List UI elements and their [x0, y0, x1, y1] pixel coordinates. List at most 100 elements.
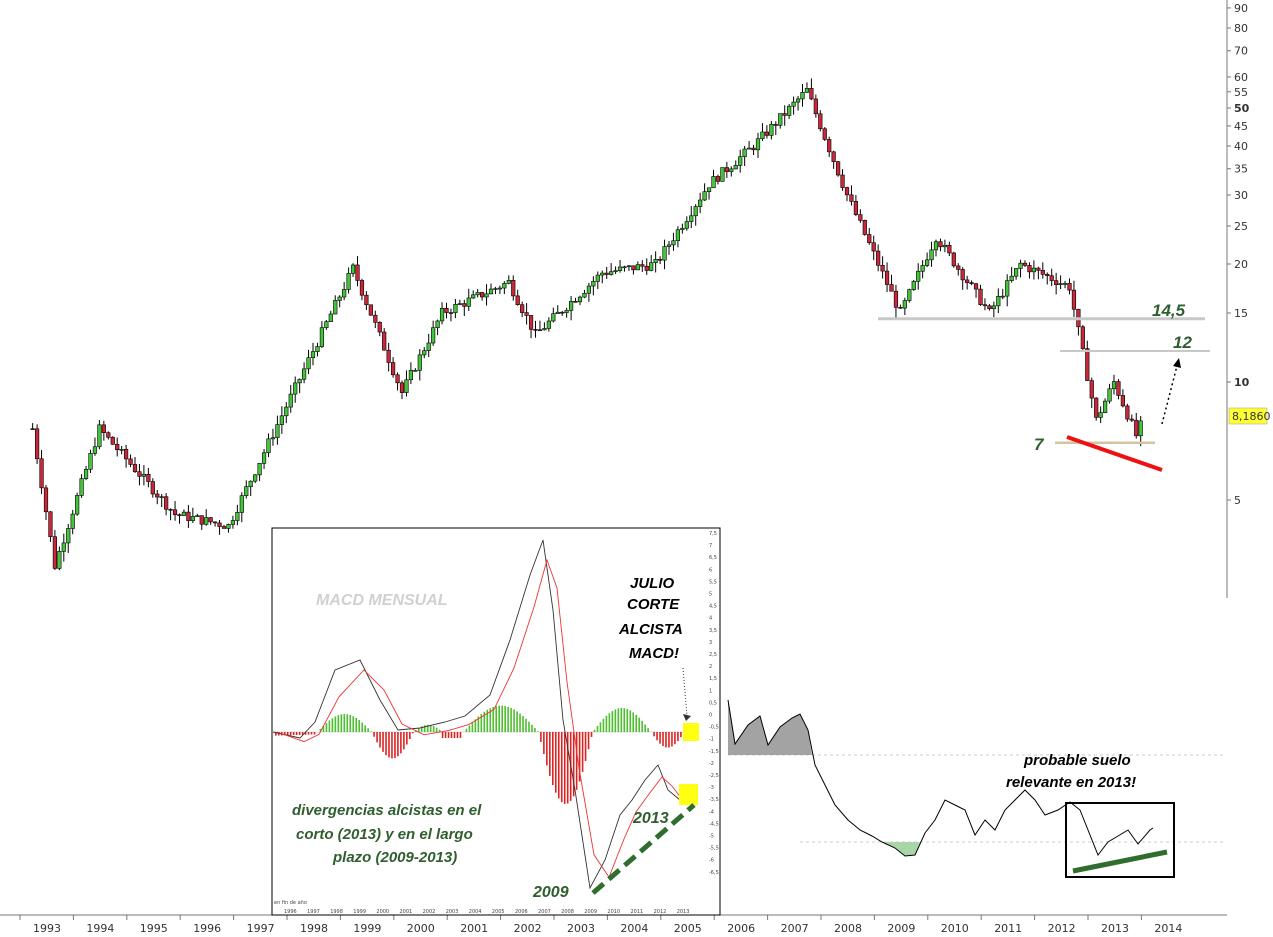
- macd-bar-negative: [275, 732, 277, 736]
- x-tick-label: 2002: [514, 922, 542, 935]
- x-tick-label: 2012: [1048, 922, 1076, 935]
- candle-down: [1071, 289, 1077, 310]
- candle-down: [155, 493, 160, 498]
- candle-down: [377, 322, 382, 333]
- candle-down: [213, 521, 218, 524]
- candle-down: [573, 301, 578, 303]
- candle-up: [595, 274, 600, 282]
- macd-y-tick: 1: [709, 688, 712, 694]
- candle-up: [306, 357, 311, 370]
- macd-bar-negative: [453, 732, 456, 738]
- candle-up: [755, 138, 761, 151]
- candle-up: [230, 520, 236, 525]
- candle-up: [435, 320, 440, 329]
- candle-up: [546, 320, 551, 329]
- candle-down: [853, 201, 858, 215]
- y-tick-label: 60: [1234, 71, 1248, 84]
- macd-bar-negative: [441, 732, 444, 738]
- macd-y-tick: -3,5: [709, 797, 719, 803]
- candle-up: [471, 294, 476, 299]
- candle-down: [52, 536, 57, 569]
- x-tick-label: 2001: [460, 922, 488, 935]
- candle-down: [137, 471, 142, 477]
- candle-down: [444, 308, 449, 313]
- candle-up: [804, 88, 810, 93]
- macd-inset-title: MACD MENSUAL: [316, 592, 448, 609]
- x-tick-label: 1995: [140, 922, 168, 935]
- candle-up: [551, 313, 556, 322]
- candle-up: [653, 259, 658, 263]
- candle-down: [115, 444, 120, 451]
- macd-bar-positive: [340, 714, 343, 732]
- macd-bar-negative: [665, 732, 667, 748]
- macd-y-tick: 6,5: [709, 555, 717, 561]
- candle-down: [969, 282, 974, 285]
- macd-bar-positive: [531, 724, 533, 732]
- macd-bar-positive: [361, 722, 363, 732]
- y-tick-label: 40: [1234, 140, 1248, 153]
- candle-up: [689, 215, 694, 222]
- macd-bar-negative: [298, 732, 301, 735]
- macd-bar-positive: [429, 725, 432, 732]
- macd-bar-negative: [277, 732, 280, 736]
- macd-y-tick: 3,5: [709, 628, 717, 634]
- candle-down: [1125, 405, 1130, 420]
- candle-down: [217, 522, 222, 527]
- candle-up: [244, 486, 249, 496]
- macd-bar-negative: [412, 732, 414, 734]
- x-tick-label: 1993: [33, 922, 61, 935]
- macd-bar-negative: [450, 732, 453, 738]
- macd-bar-positive: [420, 726, 423, 732]
- macd-bar-positive: [537, 731, 539, 732]
- candle-down: [631, 265, 636, 271]
- y-tick-label: 70: [1234, 45, 1248, 58]
- macd-y-tick: 1,5: [709, 676, 717, 682]
- candle-up: [613, 270, 618, 272]
- macd-bar-negative: [301, 732, 304, 735]
- candle-down: [1080, 326, 1085, 349]
- macd-x-tick: 1999: [353, 909, 366, 915]
- candle-up: [649, 262, 654, 271]
- macd-bar-negative: [447, 732, 450, 738]
- candle-up: [760, 131, 765, 140]
- oscillator-fill-bottom: [872, 842, 920, 856]
- macd-bar-positive: [644, 724, 646, 732]
- candle-down: [831, 151, 836, 162]
- divergence-note-line3: plazo (2009-2013): [332, 849, 457, 866]
- candle-up: [778, 113, 783, 126]
- candle-up: [924, 259, 930, 266]
- macd-x-tick: 2002: [423, 909, 436, 915]
- macd-bar-positive: [495, 706, 498, 732]
- candle-down: [867, 234, 872, 244]
- macd-bar-positive: [602, 718, 605, 732]
- candle-up: [248, 480, 253, 488]
- y-tick-label: 90: [1234, 2, 1248, 15]
- candle-up: [1058, 283, 1063, 285]
- macd-line: [272, 539, 693, 890]
- macd-bar-negative: [456, 732, 459, 738]
- candle-up: [284, 406, 289, 417]
- candle-down: [146, 473, 151, 482]
- candle-down: [871, 242, 876, 252]
- candle-down: [172, 509, 178, 515]
- macd-bar-positive: [465, 728, 468, 732]
- y-tick-label: 50: [1234, 102, 1250, 115]
- macd-footer-label: en fin de año: [274, 900, 307, 906]
- y-tick-label: 35: [1234, 163, 1248, 176]
- candle-up: [346, 273, 351, 290]
- candle-up: [675, 229, 680, 242]
- candle-down: [479, 292, 485, 298]
- x-tick-label: 2000: [407, 922, 435, 935]
- macd-x-tick: 2009: [584, 909, 597, 915]
- macd-bar-negative: [379, 732, 381, 748]
- macd-bar-negative: [304, 732, 307, 735]
- candle-down: [813, 98, 818, 115]
- macd-y-tick: 5,5: [709, 579, 717, 585]
- candle-up: [261, 452, 267, 464]
- macd-bar-negative: [373, 732, 375, 737]
- candle-up: [635, 264, 640, 271]
- macd-y-tick: -3: [709, 785, 714, 791]
- y-tick-label: 55: [1234, 86, 1248, 99]
- macd-bar-negative: [653, 732, 655, 737]
- candle-down: [128, 458, 133, 465]
